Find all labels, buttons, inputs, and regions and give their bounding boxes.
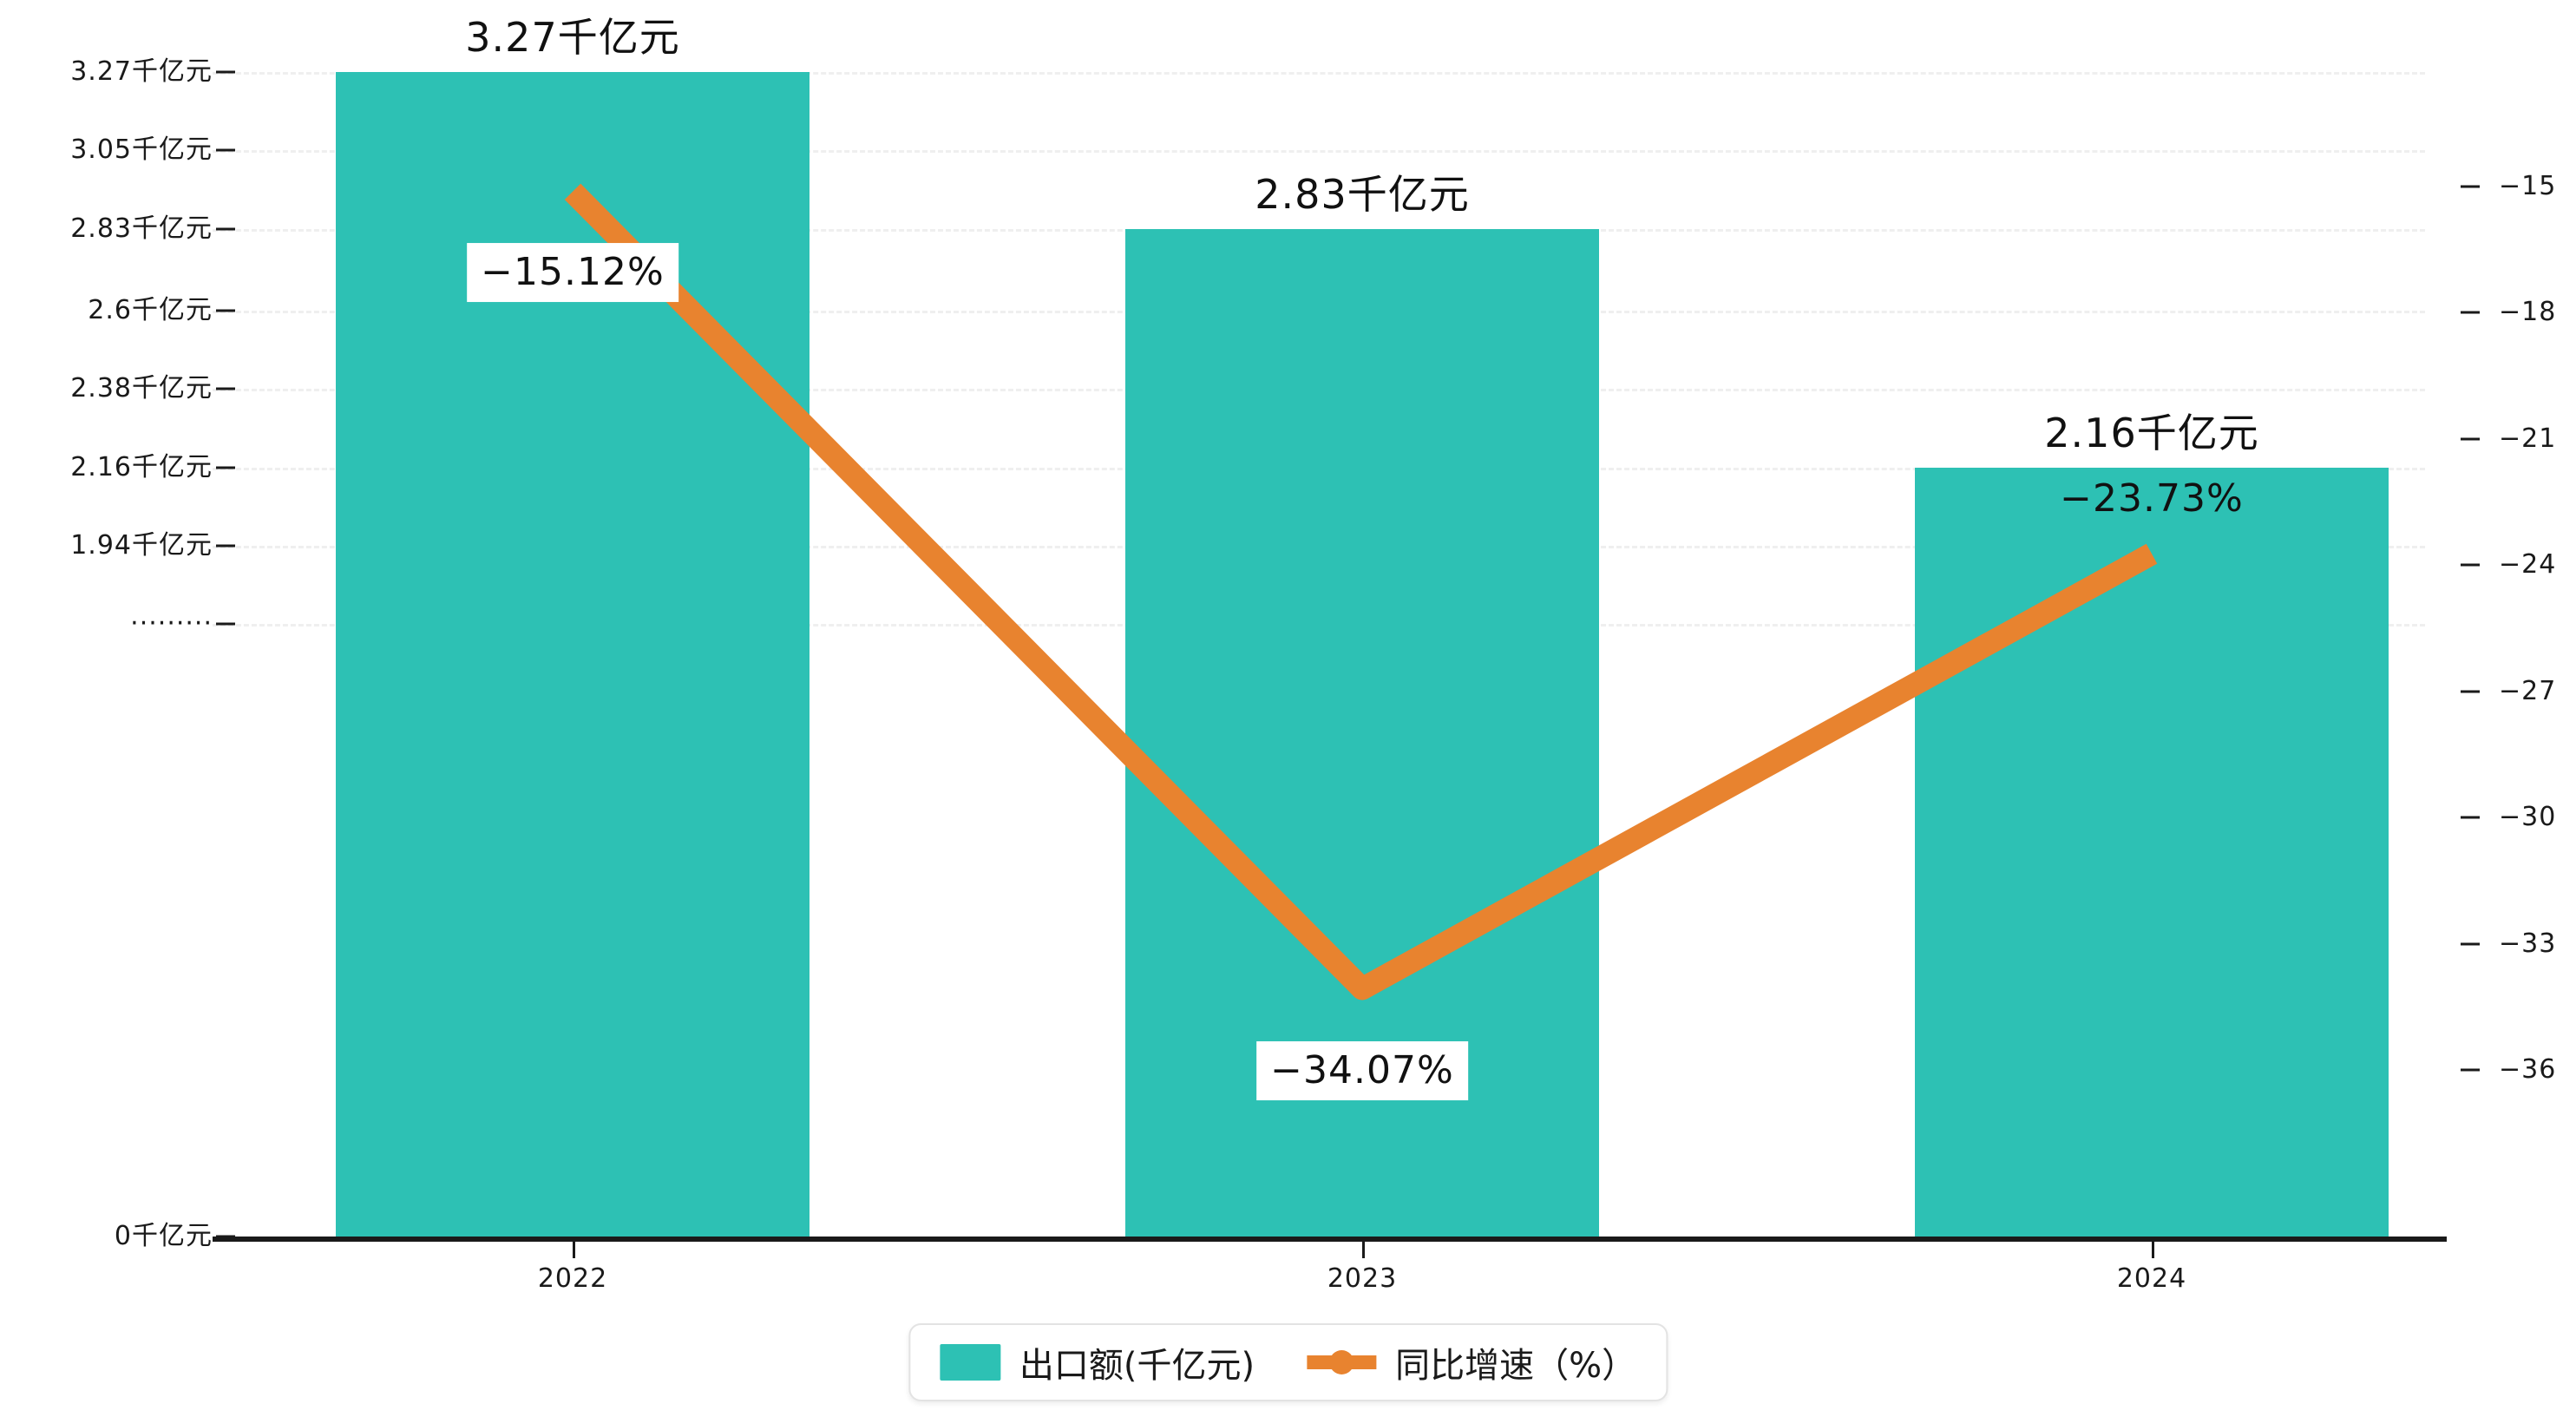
- x-axis-tick-mark: [573, 1239, 575, 1258]
- left-axis-tick-label: 2.6千亿元: [88, 294, 213, 325]
- left-axis-tick-mark: [216, 544, 235, 548]
- line-value-label-2022: −15.12%: [467, 242, 678, 302]
- bar-value-label-2022: 3.27千亿元: [453, 8, 692, 67]
- right-axis-tick-mark: [2461, 185, 2480, 188]
- left-axis-tick-label: 2.16千亿元: [70, 451, 213, 482]
- line-value-label-2023: −34.07%: [1256, 1041, 1468, 1101]
- right-axis-tick-mark: [2461, 690, 2480, 693]
- left-axis-tick-label: ·········: [130, 608, 213, 640]
- left-axis-tick-mark: [216, 148, 235, 152]
- bar-value-label-2024: 2.16千亿元: [2032, 403, 2271, 462]
- legend-item-growth-rate[interactable]: 同比增速（%）: [1307, 1337, 1636, 1387]
- left-axis-tick-label: 3.05千亿元: [70, 134, 213, 166]
- right-axis-tick-mark: [2461, 437, 2480, 441]
- gridline: [213, 72, 2425, 75]
- legend-item-export-value[interactable]: 出口额(千亿元): [939, 1337, 1255, 1387]
- bar-value-label-2023: 2.83千亿元: [1242, 165, 1482, 223]
- right-axis-tick-label: −15: [2499, 171, 2557, 201]
- legend-label: 出口额(千亿元): [1019, 1346, 1255, 1386]
- right-axis-tick-label: −18: [2499, 297, 2557, 328]
- right-axis-tick-label: −36: [2499, 1054, 2557, 1085]
- left-axis-tick-label: 2.38千亿元: [70, 373, 213, 404]
- bar-2024[interactable]: [1915, 467, 2389, 1237]
- left-axis-tick-mark: [216, 622, 235, 626]
- x-axis-tick-mark: [1362, 1239, 1365, 1258]
- right-axis-tick-label: −30: [2499, 802, 2557, 833]
- left-axis-tick-mark: [216, 387, 235, 390]
- legend-bar-swatch-icon: [939, 1344, 1000, 1381]
- left-axis-tick-label: 2.83千亿元: [70, 213, 213, 244]
- right-axis-tick-label: −21: [2499, 423, 2557, 454]
- left-axis-tick-label: 0千亿元: [114, 1221, 213, 1251]
- legend-label: 同比增速（%）: [1395, 1346, 1637, 1386]
- right-axis-tick-mark: [2461, 816, 2480, 819]
- x-axis-label-2022: 2022: [537, 1263, 608, 1294]
- left-axis-tick-mark: [216, 309, 235, 312]
- x-axis-tick-mark: [2152, 1239, 2154, 1258]
- right-axis-tick-mark: [2461, 563, 2480, 567]
- left-axis-tick-label: 3.27千亿元: [70, 56, 213, 87]
- x-axis-label-2023: 2023: [1327, 1263, 1398, 1294]
- x-axis-label-2024: 2024: [2116, 1263, 2187, 1294]
- gridline: [213, 150, 2425, 154]
- right-axis-tick-label: −27: [2499, 675, 2557, 706]
- right-axis-tick-label: −24: [2499, 549, 2557, 581]
- left-axis-tick-label: 1.94千亿元: [70, 529, 213, 561]
- left-axis-tick-mark: [216, 466, 235, 469]
- legend-line-dot-icon: [1329, 1350, 1354, 1374]
- right-axis-tick-mark: [2461, 942, 2480, 946]
- right-axis-tick-mark: [2461, 1068, 2480, 1072]
- chart-legend[interactable]: 出口额(千亿元) 同比增速（%）: [908, 1323, 1668, 1401]
- left-axis-tick-mark: [216, 70, 235, 74]
- x-axis-line: [213, 1237, 2447, 1242]
- line-value-label-2024: −23.73%: [2060, 476, 2244, 522]
- left-axis-tick-mark: [216, 227, 235, 231]
- right-axis-tick-label: −33: [2499, 928, 2557, 959]
- right-axis-tick-mark: [2461, 311, 2480, 314]
- legend-line-swatch-icon: [1307, 1344, 1377, 1381]
